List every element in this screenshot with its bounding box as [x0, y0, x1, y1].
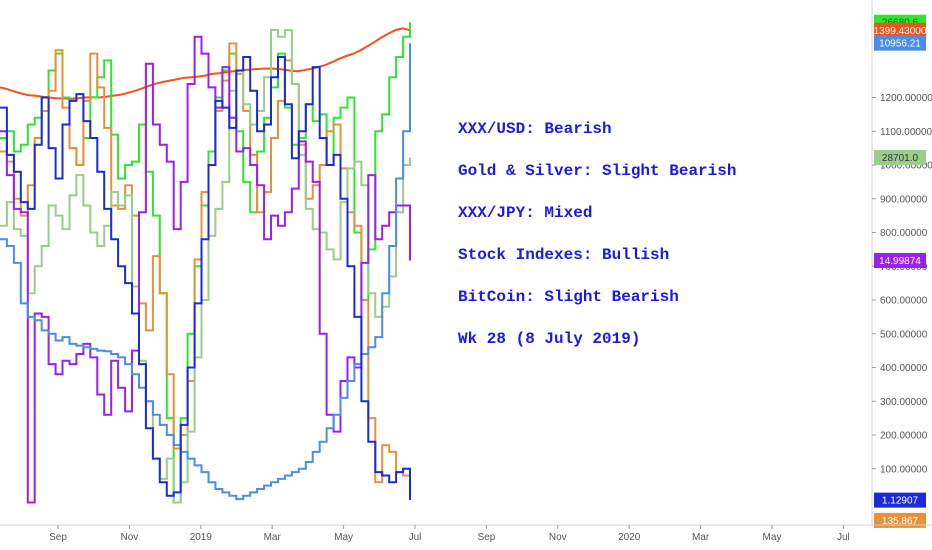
price-badge	[874, 22, 926, 38]
price-badge-label: 10956.21	[879, 39, 921, 50]
price-badge-label: 1399.43000	[874, 26, 927, 37]
price-badge	[874, 35, 926, 51]
x-tick-label: 2019	[190, 532, 213, 543]
price-badges: 26680.61399.4300010956.2128701.014.99874…	[874, 14, 927, 528]
annotation-text: Stock Indexes: Bullish	[458, 246, 669, 264]
price-badge	[874, 253, 926, 269]
series-line	[0, 29, 411, 504]
x-tick-label: 2020	[618, 532, 641, 543]
x-tick-label: Jul	[409, 532, 422, 543]
price-badge	[874, 150, 926, 166]
x-tick-label: Jul	[837, 532, 850, 543]
price-badge-label: 135.867	[882, 516, 919, 527]
y-tick-label: 900.00000	[880, 194, 928, 205]
annotation-text: XXX/USD: Bearish	[458, 120, 612, 138]
series-line	[0, 43, 411, 501]
y-tick-label: 1100.00000	[880, 127, 932, 138]
plot-area[interactable]	[0, 22, 411, 504]
y-tick-label: 300.00000	[880, 397, 928, 408]
annotation-text: Wk 28 (8 July 2019)	[458, 330, 640, 348]
y-tick-label: 800.00000	[880, 228, 928, 239]
price-badge	[874, 492, 926, 508]
x-tick-label: Sep	[49, 532, 67, 543]
time-axis[interactable]: Sep Nov 2019 Mar May Jul Sep Nov 2020 Mar May Jul	[49, 525, 850, 543]
x-tick-label: Nov	[549, 532, 567, 543]
y-tick-label: 200.00000	[880, 431, 928, 442]
y-tick-label: 1200.00000	[880, 93, 932, 104]
series-line	[0, 27, 411, 100]
series-line	[0, 56, 411, 501]
x-tick-label: Nov	[121, 532, 139, 543]
price-badge-label: 28701.0	[882, 153, 919, 164]
annotation-text: BitCoin: Slight Bearish	[458, 288, 679, 306]
price-badge	[874, 512, 926, 528]
x-tick-label: Mar	[692, 532, 710, 543]
y-tick-label: 100.00000	[880, 464, 928, 475]
y-tick-label: 600.00000	[880, 296, 928, 307]
annotation-text: Gold & Silver: Slight Bearish	[458, 162, 736, 180]
annotations: XXX/USD: Bearish Gold & Silver: Slight Be…	[458, 120, 736, 348]
x-tick-label: Mar	[264, 532, 282, 543]
x-tick-label: Sep	[478, 532, 496, 543]
price-badge-label: 14.99874	[879, 256, 921, 267]
x-tick-label: May	[763, 532, 782, 543]
y-tick-label: 500.00000	[880, 329, 928, 340]
x-tick-label: May	[334, 532, 353, 543]
annotation-text: XXX/JPY: Mixed	[458, 204, 592, 222]
y-tick-label: 400.00000	[880, 363, 928, 374]
price-badge-label: 1.12907	[882, 496, 919, 507]
y-tick-label: 1000.00000	[880, 161, 932, 172]
